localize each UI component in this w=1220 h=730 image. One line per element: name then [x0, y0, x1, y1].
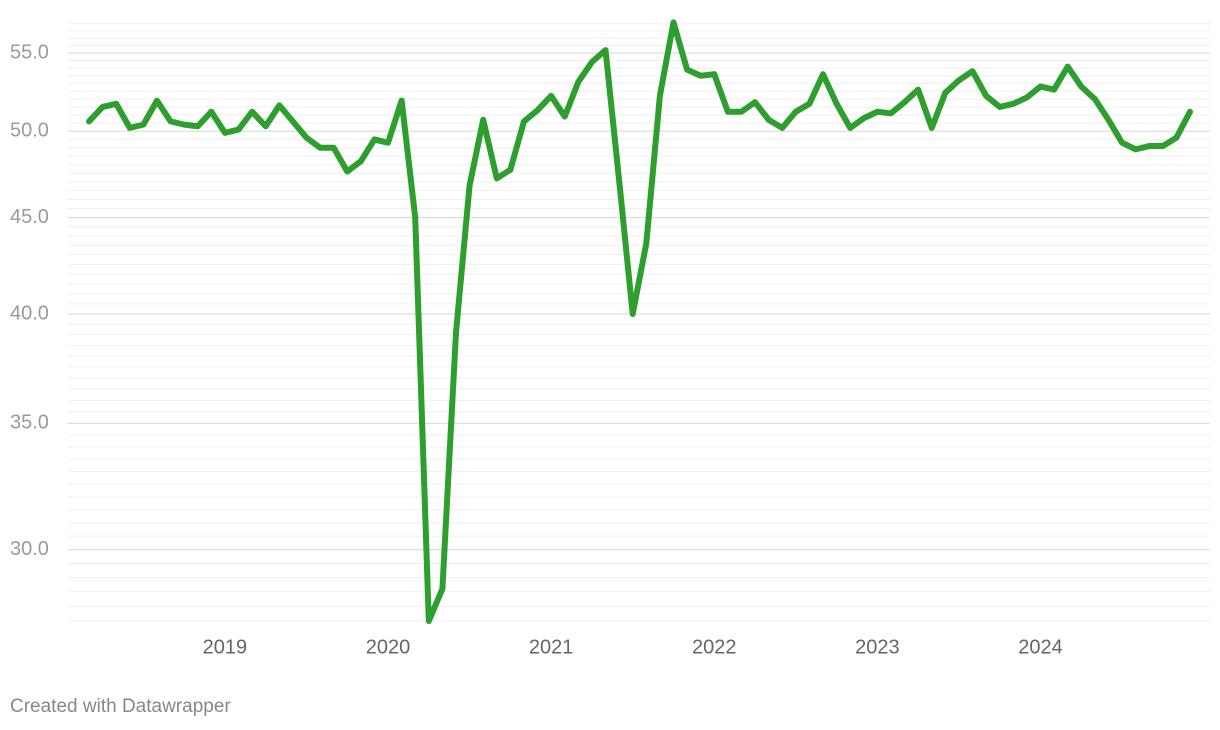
data-line [86, 19, 1193, 625]
grid [68, 23, 1210, 622]
x-tick-label: 2019 [203, 636, 248, 658]
x-tick-label: 2020 [366, 636, 411, 658]
footer: Created with Datawrapper [10, 696, 231, 717]
x-tick-label: 2024 [1018, 636, 1063, 658]
y-tick-label: 45.0 [10, 206, 49, 228]
y-tick-label: 30.0 [10, 538, 49, 560]
x-tick-label: 2021 [529, 636, 574, 658]
y-tick-label: 35.0 [10, 412, 49, 434]
y-tick-label: 40.0 [10, 302, 49, 324]
x-tick-label: 2023 [855, 636, 900, 658]
y-tick-label: 55.0 [10, 41, 49, 63]
x-tick-label: 2022 [692, 636, 737, 658]
y-tick-label: 50.0 [10, 119, 49, 141]
